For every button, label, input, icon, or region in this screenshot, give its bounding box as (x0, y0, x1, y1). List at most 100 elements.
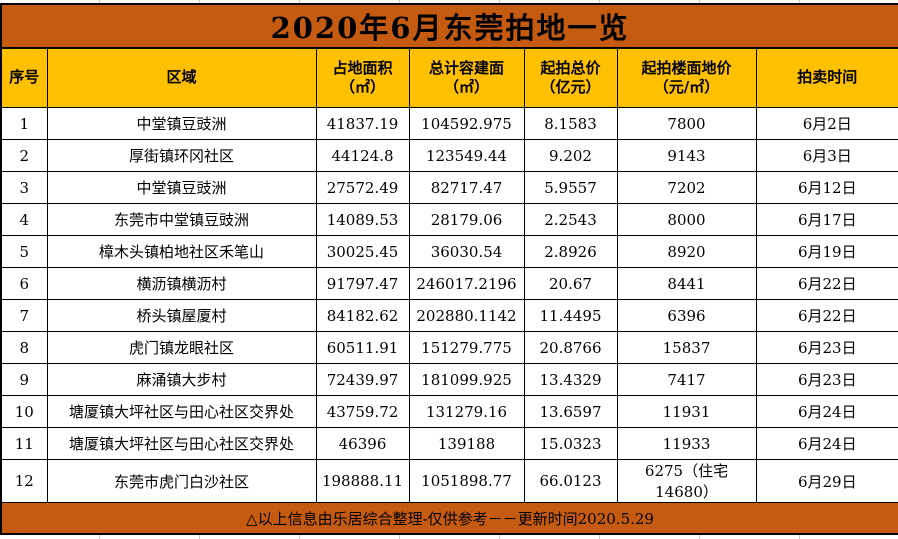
cell-no: 12 (0, 459, 48, 503)
footnote-row: △以上信息由乐居综合整理-仅供参考－－更新时间2020.5.29 (0, 502, 898, 535)
table-row: 12 东莞市虎门白沙社区 198888.11 1051898.77 66.012… (0, 459, 898, 503)
cell-start-price: 66.0123 (523, 459, 618, 503)
cell-floor-area: 28179.06 (408, 203, 525, 236)
column-header-label: 占地面积 (332, 58, 393, 77)
cell-floor-price: 8920 (616, 235, 757, 268)
cell-floor-price: 6275（住宅14680） (616, 459, 757, 503)
cell-region: 东莞市虎门白沙社区 (46, 459, 317, 503)
column-header-unit: （元/㎡） (653, 78, 720, 96)
table-row: 1 中堂镇豆豉洲 41837.19 104592.975 8.1583 7800… (0, 107, 898, 140)
land-auction-table: 2020年6月东莞拍地一览 序号 区域 占地面积 （㎡） 总计容建面 （㎡） 起拍总… (0, 3, 898, 535)
column-header-region: 区域 (46, 47, 317, 108)
cell-auction-date: 6月23日 (755, 331, 898, 364)
column-header-auction-date: 拍卖时间 (755, 47, 898, 108)
cell-start-price: 13.4329 (523, 363, 618, 396)
cell-floor-price: 7800 (616, 107, 757, 140)
column-header-unit: （㎡） (339, 78, 385, 96)
cell-no: 11 (0, 427, 48, 460)
table-row: 5 樟木头镇柏地社区禾笔山 30025.45 36030.54 2.8926 8… (0, 235, 898, 268)
cell-auction-date: 6月17日 (755, 203, 898, 236)
cell-land-area: 43759.72 (315, 395, 410, 428)
cell-no: 8 (0, 331, 48, 364)
cell-floor-price: 9143 (616, 139, 757, 172)
table-row: 7 桥头镇屋厦村 84182.62 202880.1142 11.4495 63… (0, 299, 898, 332)
cell-land-area: 27572.49 (315, 171, 410, 204)
cell-land-area: 44124.8 (315, 139, 410, 172)
cell-floor-price: 8441 (616, 267, 757, 300)
cell-land-area: 72439.97 (315, 363, 410, 396)
table-row: 3 中堂镇豆豉洲 27572.49 82717.47 5.9557 7202 6… (0, 171, 898, 204)
cell-no: 6 (0, 267, 48, 300)
column-header-start-price: 起拍总价 （亿元） (523, 47, 618, 108)
column-header-row: 序号 区域 占地面积 （㎡） 总计容建面 （㎡） 起拍总价 （亿元） 起拍楼面地价 （元… (0, 47, 898, 108)
cell-floor-price: 7417 (616, 363, 757, 396)
cell-auction-date: 6月3日 (755, 139, 898, 172)
cell-land-area: 198888.11 (315, 459, 410, 503)
cell-auction-date: 6月29日 (755, 459, 898, 503)
cell-land-area: 84182.62 (315, 299, 410, 332)
table-body: 1 中堂镇豆豉洲 41837.19 104592.975 8.1583 7800… (0, 107, 898, 503)
table-row: 9 麻涌镇大步村 72439.97 181099.925 13.4329 741… (0, 363, 898, 396)
cell-land-area: 60511.91 (315, 331, 410, 364)
table-row: 6 横沥镇横沥村 91797.47 246017.2196 20.67 8441… (0, 267, 898, 300)
cell-floor-area: 139188 (408, 427, 525, 460)
cell-auction-date: 6月2日 (755, 107, 898, 140)
cell-floor-area: 202880.1142 (408, 299, 525, 332)
column-header-unit: （亿元） (540, 78, 601, 96)
cell-start-price: 15.0323 (523, 427, 618, 460)
cell-land-area: 30025.45 (315, 235, 410, 268)
column-header-unit: （㎡） (443, 78, 489, 96)
column-header-floor-area: 总计容建面 （㎡） (408, 47, 525, 108)
column-header-label: 序号 (9, 68, 40, 87)
cell-floor-price: 15837 (616, 331, 757, 364)
table-row: 2 厚街镇环冈社区 44124.8 123549.44 9.202 9143 6… (0, 139, 898, 172)
gridline-strip-bottom (0, 535, 898, 539)
cell-start-price: 20.8766 (523, 331, 618, 364)
table-row: 8 虎门镇龙眼社区 60511.91 151279.775 20.8766 15… (0, 331, 898, 364)
cell-floor-price: 11933 (616, 427, 757, 460)
cell-floor-area: 1051898.77 (408, 459, 525, 503)
column-header-no: 序号 (0, 47, 48, 108)
cell-no: 2 (0, 139, 48, 172)
cell-auction-date: 6月19日 (755, 235, 898, 268)
gridline-strip-top (0, 0, 898, 3)
table-row: 10 塘厦镇大坪社区与田心社区交界处 43759.72 131279.16 13… (0, 395, 898, 428)
cell-land-area: 14089.53 (315, 203, 410, 236)
column-header-floor-price: 起拍楼面地价 （元/㎡） (616, 47, 757, 108)
cell-floor-area: 181099.925 (408, 363, 525, 396)
cell-start-price: 11.4495 (523, 299, 618, 332)
cell-no: 5 (0, 235, 48, 268)
cell-floor-price: 6396 (616, 299, 757, 332)
cell-floor-price: 7202 (616, 171, 757, 204)
cell-region: 麻涌镇大步村 (46, 363, 317, 396)
cell-region: 横沥镇横沥村 (46, 267, 317, 300)
cell-land-area: 41837.19 (315, 107, 410, 140)
cell-auction-date: 6月23日 (755, 363, 898, 396)
cell-no: 7 (0, 299, 48, 332)
cell-auction-date: 6月12日 (755, 171, 898, 204)
cell-floor-price: 11931 (616, 395, 757, 428)
cell-start-price: 5.9557 (523, 171, 618, 204)
footnote-text: △以上信息由乐居综合整理-仅供参考－－更新时间2020.5.29 (0, 502, 898, 535)
cell-region: 塘厦镇大坪社区与田心社区交界处 (46, 395, 317, 428)
cell-region: 厚街镇环冈社区 (46, 139, 317, 172)
table-row: 11 塘厦镇大坪社区与田心社区交界处 46396 139188 15.0323 … (0, 427, 898, 460)
cell-start-price: 20.67 (523, 267, 618, 300)
cell-no: 10 (0, 395, 48, 428)
cell-region: 中堂镇豆豉洲 (46, 107, 317, 140)
cell-auction-date: 6月24日 (755, 427, 898, 460)
column-header-land-area: 占地面积 （㎡） (315, 47, 410, 108)
cell-region: 樟木头镇柏地社区禾笔山 (46, 235, 317, 268)
cell-region: 东莞市中堂镇豆豉洲 (46, 203, 317, 236)
cell-floor-area: 82717.47 (408, 171, 525, 204)
cell-auction-date: 6月24日 (755, 395, 898, 428)
cell-floor-area: 246017.2196 (408, 267, 525, 300)
column-header-label: 起拍总价 (540, 58, 601, 77)
cell-land-area: 91797.47 (315, 267, 410, 300)
column-header-label: 起拍楼面地价 (641, 58, 732, 77)
cell-start-price: 9.202 (523, 139, 618, 172)
cell-floor-area: 151279.775 (408, 331, 525, 364)
cell-start-price: 2.8926 (523, 235, 618, 268)
cell-floor-area: 131279.16 (408, 395, 525, 428)
